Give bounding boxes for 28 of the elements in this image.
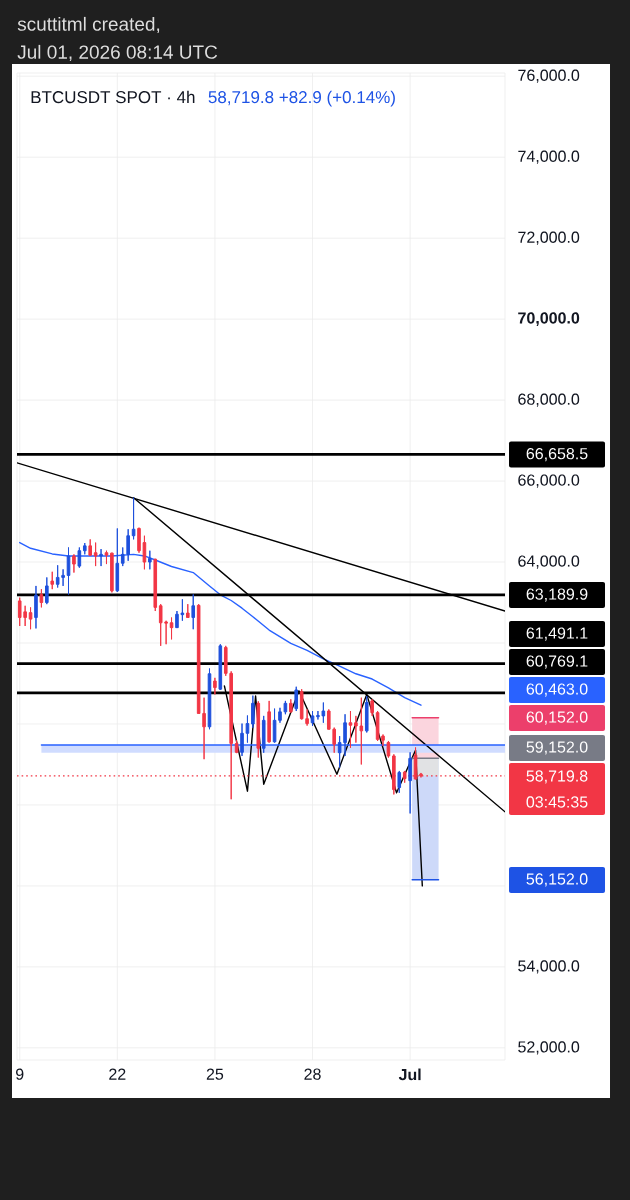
text: scuttitml created, <box>17 16 160 34</box>
y-tick-label: 70,000.0 <box>518 312 580 326</box>
text: BTCUSDT SPOT · 4h <box>31 90 195 104</box>
x-tick-label: 22 <box>109 1068 126 1080</box>
x-tick-label: 25 <box>206 1068 224 1080</box>
x-tick-label: 28 <box>304 1068 321 1080</box>
y-tick-label: 72,000.0 <box>518 231 580 245</box>
x-tick-label: 9 <box>16 1068 24 1080</box>
y-tick-label: 76,000.0 <box>518 69 580 83</box>
y-tick-label: 68,000.0 <box>518 393 580 407</box>
y-tick-label: 74,000.0 <box>518 150 580 164</box>
y-tick-label: 64,000.0 <box>518 555 580 569</box>
ref-line-label: 58,719.8 <box>526 770 588 784</box>
text: 59,152.0 <box>526 741 588 755</box>
y-tick-label: 52,000.0 <box>518 1041 580 1055</box>
text: 03:45:35 <box>526 796 588 808</box>
ref-line-label: 60,769.1 <box>526 655 588 669</box>
text: 58,719.8 +82.9 (+0.14%) <box>208 90 395 107</box>
ref-line-label: 66,658.5 <box>526 448 588 462</box>
text: 60,152.0 <box>526 711 588 725</box>
text: 60,463.0 <box>526 683 588 697</box>
y-tick-label: 54,000.0 <box>518 960 580 974</box>
x-tick-label: Jul <box>398 1068 421 1081</box>
text: 56,152.0 <box>526 873 588 887</box>
ref-line-label: 61,491.1 <box>526 627 588 641</box>
ref-line-label: 63,189.9 <box>526 588 588 602</box>
y-tick-label: 66,000.0 <box>518 474 580 488</box>
text: Jul 01, 2026 08:14 UTC <box>17 44 218 62</box>
